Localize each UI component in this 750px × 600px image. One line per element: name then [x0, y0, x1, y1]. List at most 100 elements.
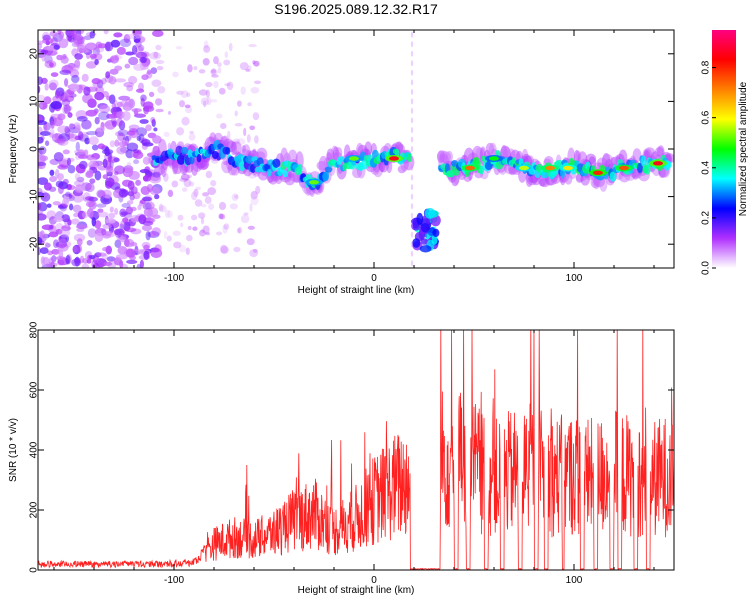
spectrogram-blob — [234, 123, 243, 127]
snr-plot-area — [38, 330, 674, 570]
spectrogram-blob — [140, 51, 150, 58]
spectrogram-blob — [205, 170, 213, 179]
spectrogram-blob — [227, 130, 231, 140]
spectrogram-blob — [106, 95, 112, 101]
spectrogram-blob — [114, 229, 122, 238]
spectrogram-blob — [644, 147, 656, 159]
spectrogram-blob — [208, 203, 215, 211]
spectrogram-blob — [149, 231, 156, 238]
spectrogram-blob — [231, 193, 239, 202]
spectrogram-blob — [223, 160, 229, 166]
snr-x-axis-title: Height of straight line (km) — [298, 585, 415, 596]
spectrogram-blob — [101, 148, 114, 155]
spectrogram-blob — [125, 149, 134, 159]
spectrogram-blob — [184, 104, 191, 109]
spectrogram-blob — [489, 156, 499, 161]
spectrogram-blob — [139, 168, 151, 174]
spectrogram-blob — [66, 157, 72, 167]
spectrogram-blob — [91, 78, 102, 85]
spectrogram-blob — [203, 40, 209, 49]
spectrogram-blob — [199, 229, 206, 237]
spectrogram-blob — [416, 212, 424, 225]
spectrogram-blob — [155, 44, 162, 51]
y-tick-label: -20 — [29, 237, 40, 252]
spectrogram-blob — [140, 56, 147, 64]
spectrogram-blob — [223, 223, 230, 230]
spectrogram-blob — [240, 214, 250, 224]
spectrogram-blob — [220, 244, 228, 254]
spectrogram-blob — [85, 201, 96, 208]
spectrogram-blob — [76, 116, 88, 122]
spectrogram-blob — [141, 224, 153, 232]
spectrogram-blob — [181, 116, 190, 126]
spectrogram-blob — [176, 90, 184, 95]
spectrogram-blob — [129, 194, 135, 201]
spectrogram-blob — [124, 63, 131, 69]
spectrogram-blob — [39, 103, 44, 108]
spectrogram-blob — [89, 255, 96, 260]
spectrogram-blob — [67, 112, 73, 118]
spectrogram-blob — [97, 211, 109, 218]
spectrogram-blob — [207, 187, 217, 196]
spectrogram-blob — [102, 223, 112, 229]
spectrogram-blob — [85, 42, 98, 51]
spectrogram-blob — [297, 163, 303, 175]
spectrogram-blob — [183, 178, 192, 188]
spectrogram-y-axis-title: Frequency (Hz) — [8, 115, 19, 184]
spectrogram-blob — [102, 158, 108, 169]
spectrogram-blob — [252, 112, 260, 121]
spectrogram-blob — [151, 227, 161, 236]
spectrogram-blob — [113, 32, 123, 38]
spectrogram-blob — [410, 41, 414, 48]
spectrogram-blob — [86, 130, 98, 136]
spectrogram-blob — [74, 173, 81, 181]
spectrogram-blob — [126, 33, 136, 39]
spectrogram-blob — [133, 249, 145, 254]
spectrogram-blob — [89, 157, 97, 164]
spectrogram-blob — [538, 177, 546, 187]
spectrogram-blob — [201, 204, 207, 208]
spectrogram-blob — [337, 156, 345, 163]
spectrogram-blob — [335, 147, 343, 158]
spectrogram-blob — [72, 192, 84, 203]
spectrogram-blob — [38, 177, 49, 186]
spectrogram-blob — [41, 53, 46, 62]
spectrogram-blob — [85, 61, 97, 69]
spectrogram-blob — [143, 250, 150, 260]
spectrogram-blob — [67, 132, 75, 139]
spectrogram-blob — [152, 145, 160, 156]
spectrogram-blob — [38, 202, 42, 211]
x-tick-label: -100 — [164, 273, 184, 284]
spectrogram-blob — [213, 56, 219, 65]
spectrogram-blob — [114, 78, 127, 83]
spectrogram-blob — [73, 233, 86, 242]
spectrogram-blob — [136, 135, 142, 141]
snr-ticks: -100 0 100 0 200 400 600 800 — [29, 321, 674, 586]
colorbar-tick-label: 0.2 — [701, 211, 712, 225]
spectrogram-blob — [419, 245, 432, 253]
spectrogram-blob — [198, 69, 206, 74]
spectrogram-blob — [410, 60, 414, 67]
spectrogram-blob — [410, 212, 414, 219]
spectrogram-blob — [64, 78, 69, 87]
spectrogram-blob — [67, 164, 76, 174]
spectrogram-blob — [397, 165, 406, 174]
colorbar-ticks: 0.0 0.2 0.4 0.6 0.8 — [701, 60, 716, 275]
spectrogram-blob — [73, 34, 85, 45]
spectrogram-blob — [155, 59, 165, 65]
spectrogram-blob — [234, 194, 239, 199]
spectrogram-blob — [116, 117, 123, 127]
spectrogram-blob — [52, 95, 63, 103]
spectrogram-blob — [135, 51, 148, 59]
spectrogram-blob — [153, 51, 159, 59]
spectrogram-blob — [236, 138, 246, 146]
spectrogram-blob — [195, 186, 201, 191]
spectrogram-blob — [282, 170, 289, 178]
spectrogram-blob — [57, 113, 66, 121]
spectrogram-blob — [115, 254, 128, 260]
spectrogram-blob — [436, 150, 446, 164]
spectrogram-blob — [204, 196, 212, 204]
spectrogram-blob — [74, 149, 86, 155]
spectrogram-blob — [125, 248, 136, 258]
spectrogram-blob — [236, 100, 242, 107]
